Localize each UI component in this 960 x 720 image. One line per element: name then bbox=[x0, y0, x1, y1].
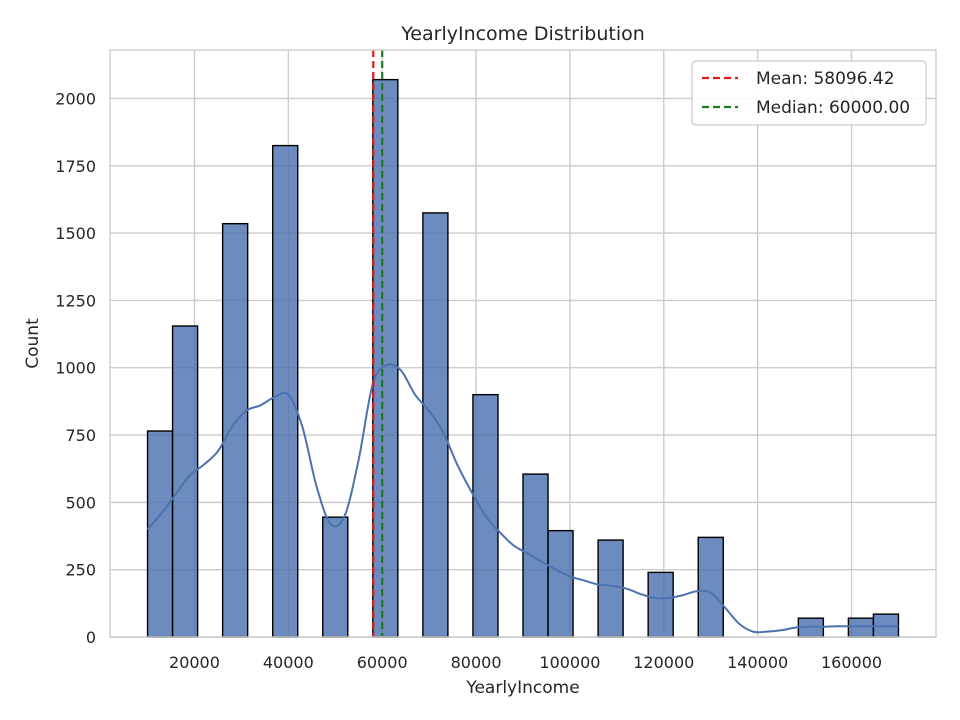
x-tick-label: 100000 bbox=[539, 653, 600, 672]
legend-median-label: Median: 60000.00 bbox=[756, 98, 910, 118]
x-tick-label: 40000 bbox=[263, 653, 314, 672]
histogram-bar bbox=[847, 617, 875, 638]
reference-lines bbox=[372, 50, 384, 637]
kde-curve bbox=[146, 363, 899, 634]
histogram-bar bbox=[422, 212, 449, 638]
x-tick-label: 80000 bbox=[451, 653, 502, 672]
y-tick-label: 1250 bbox=[55, 291, 96, 310]
x-tick-label: 140000 bbox=[727, 653, 788, 672]
y-tick-label: 500 bbox=[65, 493, 96, 512]
histogram-bar bbox=[697, 536, 724, 638]
x-tick-label: 20000 bbox=[169, 653, 220, 672]
histogram-bar bbox=[322, 516, 349, 638]
kde-curve-group bbox=[146, 363, 899, 634]
histogram-bar bbox=[647, 571, 674, 638]
histogram-bar bbox=[146, 430, 174, 638]
chart-title: YearlyIncome Distribution bbox=[400, 23, 645, 45]
y-tick-label: 250 bbox=[65, 561, 96, 580]
legend-box bbox=[691, 60, 927, 126]
y-tick-labels: 0 250 500 750 1000 1250 1500 1750 2000 bbox=[55, 89, 96, 647]
histogram-bar bbox=[372, 78, 399, 638]
y-tick-label: 1500 bbox=[55, 224, 96, 243]
bars bbox=[146, 78, 900, 638]
y-axis-label: Count bbox=[23, 318, 43, 369]
y-tick-label: 0 bbox=[86, 628, 96, 647]
legend: Mean: 58096.42 Median: 60000.00 bbox=[691, 60, 927, 126]
x-tick-label: 120000 bbox=[633, 653, 694, 672]
y-tick-label: 750 bbox=[65, 426, 96, 445]
x-tick-labels: 20000 40000 60000 80000 100000 120000 140000 16… bbox=[169, 653, 882, 672]
legend-mean-label: Mean: 58096.42 bbox=[756, 69, 895, 89]
y-tick-label: 1000 bbox=[55, 359, 96, 378]
x-tick-label: 60000 bbox=[357, 653, 408, 672]
histogram-bar bbox=[221, 222, 249, 638]
x-tick-label: 160000 bbox=[821, 653, 882, 672]
y-tick-label: 2000 bbox=[55, 89, 96, 108]
histogram-bar bbox=[271, 144, 299, 638]
plot-frame bbox=[109, 49, 937, 638]
histogram-bar bbox=[522, 473, 549, 638]
histogram-bar bbox=[547, 529, 574, 638]
y-tick-label: 1750 bbox=[55, 157, 96, 176]
x-axis-label: YearlyIncome bbox=[465, 678, 579, 698]
histogram-bar bbox=[597, 539, 624, 638]
